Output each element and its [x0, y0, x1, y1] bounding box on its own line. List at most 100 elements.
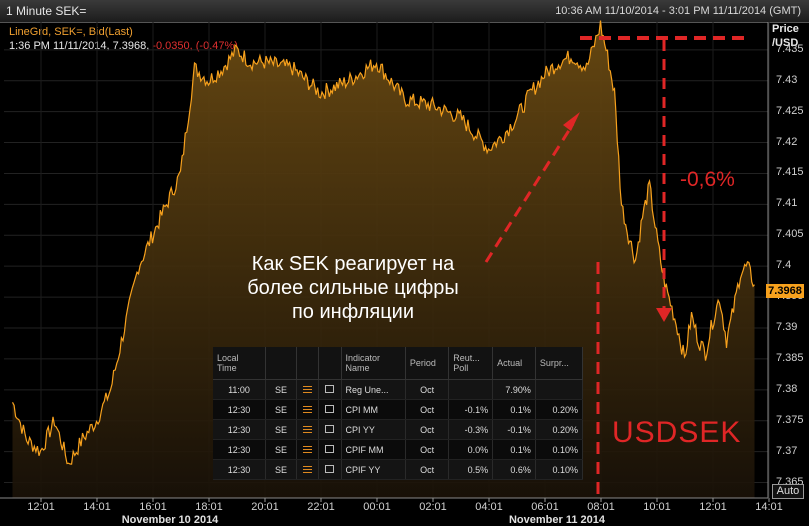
y-tick-label: 7.39 — [776, 321, 798, 333]
cal-country: SE — [265, 459, 297, 480]
calendar-row[interactable]: 12:30 SE CPI YY Oct -0.3% -0.1% 0.20% — [213, 419, 584, 440]
cal-country: SE — [265, 399, 297, 420]
col-surprise[interactable]: Surpr... — [535, 347, 584, 380]
x-tick-label: 00:01 — [363, 501, 391, 513]
x-tick-label: 12:01 — [699, 501, 727, 513]
y-axis-header: Price /USD — [772, 22, 799, 50]
date-label-nov11: November 11 2014 — [508, 514, 606, 526]
y-tick-label: 7.42 — [776, 135, 798, 148]
cal-poll: -0.1% — [448, 399, 494, 420]
calendar-row[interactable]: 12:30 SE CPIF YY Oct 0.5% 0.6% 0.10% — [213, 459, 584, 480]
y-tick-label: 7.38 — [776, 382, 798, 395]
x-tick-label: 08:01 — [587, 501, 615, 513]
x-tick-label: 12:01 — [27, 501, 55, 513]
cal-poll: -0.3% — [448, 419, 494, 440]
cal-time: 11:00 — [213, 379, 266, 400]
annotation-caption: Как SEK реагирует на более сильные цифры… — [222, 252, 484, 324]
chart-window-icon[interactable] — [318, 399, 342, 420]
chart-window-icon[interactable] — [318, 419, 342, 440]
cal-actual: 0.1% — [492, 439, 536, 460]
legend-time: 1:36 PM 11/11/2014, — [9, 40, 110, 52]
legend-series: LineGrd, SEK=, Bid(Last) — [9, 26, 133, 38]
cal-period: Oct — [405, 419, 450, 440]
y-tick-label: 7.415 — [776, 166, 804, 179]
cal-actual: 7.90% — [492, 379, 536, 400]
window-title: 1 Minute SEK= — [6, 4, 87, 18]
news-icon[interactable] — [296, 439, 320, 460]
legend-value: 7.3968, — [112, 40, 150, 52]
cal-indicator[interactable]: CPI MM — [341, 399, 406, 420]
x-tick-label: 14:01 — [755, 501, 783, 513]
economic-calendar: Local Time Indicator Name Period Reut...… — [213, 347, 584, 480]
col-indicator-name[interactable]: Indicator Name — [341, 347, 406, 380]
cal-period: Oct — [405, 379, 450, 400]
cal-surprise: 0.20% — [535, 399, 584, 420]
cal-surprise — [535, 379, 584, 400]
news-icon[interactable] — [296, 379, 320, 400]
col-reuters-poll[interactable]: Reut... Poll — [448, 347, 494, 380]
release-arrowhead — [563, 112, 580, 131]
cal-time: 12:30 — [213, 439, 266, 460]
y-tick-label: 7.435 — [776, 42, 804, 55]
cal-actual: 0.6% — [492, 459, 536, 480]
news-icon[interactable] — [296, 459, 320, 480]
cal-country: SE — [265, 379, 297, 400]
col-icon-2[interactable] — [318, 347, 342, 380]
y-tick-label: 7.4 — [776, 259, 792, 272]
x-tick-label: 06:01 — [531, 501, 559, 513]
title-bar: 1 Minute SEK= 10:36 AM 11/10/2014 - 3:01… — [0, 0, 809, 23]
legend-change: -0.0350, — [152, 40, 193, 52]
caption-line-3: по инфляции — [291, 301, 415, 323]
x-tick-label: 14:01 — [83, 501, 111, 513]
col-local-time[interactable]: Local Time — [213, 347, 266, 380]
cal-period: Oct — [405, 459, 450, 480]
col-icon-1[interactable] — [296, 347, 320, 380]
date-label-nov10: November 10 2014 — [121, 514, 219, 526]
x-tick-label: 04:01 — [475, 501, 503, 513]
price-line — [11, 20, 755, 465]
cal-indicator[interactable]: CPIF YY — [341, 459, 406, 480]
cal-country: SE — [265, 419, 297, 440]
cal-indicator[interactable]: CPIF MM — [341, 439, 406, 460]
y-axis-label-unit: /USD — [772, 37, 799, 49]
y-tick-label: 7.43 — [776, 73, 798, 86]
cal-time: 12:30 — [213, 459, 266, 480]
cal-time: 12:30 — [213, 419, 266, 440]
auto-scale-button[interactable]: Auto — [772, 484, 804, 499]
y-tick-label: 7.405 — [776, 228, 804, 241]
col-actual[interactable]: Actual — [492, 347, 536, 380]
chart-legend: LineGrd, SEK=, Bid(Last) 1:36 PM 11/11/2… — [9, 25, 238, 53]
cal-indicator[interactable]: Reg Une... — [341, 379, 406, 400]
y-tick-label: 7.375 — [776, 413, 804, 426]
cal-indicator[interactable]: CPI YY — [341, 419, 406, 440]
x-tick-label: 10:01 — [643, 501, 671, 513]
news-icon[interactable] — [296, 399, 320, 420]
y-tick-label: 7.37 — [776, 444, 798, 457]
calendar-row[interactable]: 11:00 SE Reg Une... Oct 7.90% — [213, 379, 584, 400]
cal-surprise: 0.10% — [535, 459, 584, 480]
calendar-header-row: Local Time Indicator Name Period Reut...… — [213, 347, 584, 380]
news-icon[interactable] — [296, 419, 320, 440]
x-tick-label: 02:01 — [419, 501, 447, 513]
x-tick-label: 18:01 — [195, 501, 223, 513]
y-axis-label-price: Price — [772, 23, 799, 35]
cal-time: 12:30 — [213, 399, 266, 420]
release-arrow-line — [484, 123, 575, 263]
x-tick-label: 16:01 — [139, 501, 167, 513]
cal-poll: 0.5% — [448, 459, 494, 480]
col-period[interactable]: Period — [405, 347, 450, 380]
y-tick-label: 7.385 — [776, 351, 804, 364]
cal-country: SE — [265, 439, 297, 460]
cal-surprise: 0.10% — [535, 439, 584, 460]
cal-actual: 0.1% — [492, 399, 536, 420]
x-tick-label: 22:01 — [307, 501, 335, 513]
calendar-row[interactable]: 12:30 SE CPIF MM Oct 0.0% 0.1% 0.10% — [213, 439, 584, 460]
col-country[interactable] — [265, 347, 297, 380]
calendar-row[interactable]: 12:30 SE CPI MM Oct -0.1% 0.1% 0.20% — [213, 399, 584, 420]
cal-period: Oct — [405, 399, 450, 420]
legend-pct: (-0.47%) — [195, 40, 238, 52]
chart-window-icon[interactable] — [318, 459, 342, 480]
chart-window-icon[interactable] — [318, 439, 342, 460]
chart-window-icon[interactable] — [318, 379, 342, 400]
cal-period: Oct — [405, 439, 450, 460]
